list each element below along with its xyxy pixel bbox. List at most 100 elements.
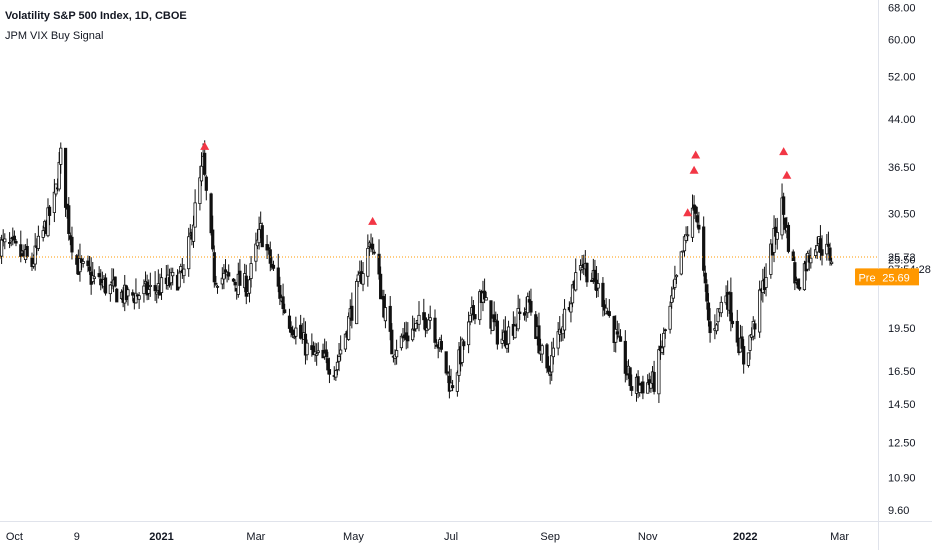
candle-body <box>705 284 709 302</box>
candle-body <box>433 317 437 343</box>
candle <box>537 312 541 355</box>
candle-body <box>412 329 416 331</box>
candle-body <box>339 349 343 355</box>
candle <box>439 334 443 353</box>
candle-body <box>630 386 634 391</box>
candle-body <box>753 323 757 330</box>
candle <box>214 275 218 287</box>
y-tick-label: 12.50 <box>888 437 916 449</box>
candle-body <box>657 349 661 395</box>
premarket-price-box <box>879 268 919 286</box>
candle-body <box>103 277 108 294</box>
candle-body <box>372 251 376 254</box>
candle-body <box>444 351 448 374</box>
buy-signal-marker[interactable] <box>683 208 693 217</box>
candle <box>366 234 370 287</box>
candle-body <box>439 340 443 350</box>
candle-body <box>131 292 135 296</box>
candle-body <box>155 291 159 295</box>
candle-body <box>406 335 410 342</box>
candle <box>830 257 834 266</box>
candle-body <box>495 320 499 345</box>
candle <box>215 284 220 294</box>
buy-signal-marker[interactable] <box>779 147 789 156</box>
candle <box>702 216 706 277</box>
buy-signal-marker[interactable] <box>691 150 701 159</box>
candle-body <box>115 288 119 303</box>
candle-body <box>706 302 711 321</box>
candle <box>260 222 264 248</box>
candle <box>686 226 690 242</box>
candle <box>334 369 338 381</box>
candle <box>70 226 74 260</box>
candle-body <box>702 226 706 271</box>
candle <box>652 360 656 395</box>
candle-body <box>590 279 594 283</box>
candle <box>596 272 600 298</box>
candle-body <box>334 370 338 378</box>
candle <box>798 278 802 291</box>
buy-signal-marker[interactable] <box>200 141 210 150</box>
candle-body <box>826 244 831 247</box>
candle <box>505 344 509 353</box>
x-tick-label: May <box>343 531 364 543</box>
candle <box>574 258 578 292</box>
y-tick-label: 10.90 <box>888 472 916 484</box>
candle-body <box>414 323 418 330</box>
candle-body <box>537 325 541 354</box>
candle-body <box>59 147 63 165</box>
candle <box>462 339 466 350</box>
candle <box>36 225 40 252</box>
x-tick-label: 9 <box>74 531 80 543</box>
candle <box>495 313 499 350</box>
candle-body <box>729 292 733 322</box>
candle-body <box>126 289 130 297</box>
candle <box>271 260 276 271</box>
y-tick-label: 16.50 <box>888 366 916 378</box>
candle-body <box>569 303 573 313</box>
candle-body <box>268 249 272 264</box>
candle <box>641 375 645 400</box>
candle <box>231 278 236 283</box>
candle-body <box>735 321 739 343</box>
candle <box>59 142 63 174</box>
candle <box>428 305 432 329</box>
candle-body <box>815 245 819 253</box>
candle <box>153 271 157 301</box>
candle <box>145 274 149 301</box>
candle-body <box>316 350 320 353</box>
candle-body <box>177 272 181 288</box>
candle-body <box>550 354 554 373</box>
x-tick-label: Nov <box>638 531 658 543</box>
candle-body <box>516 308 520 330</box>
candle <box>316 342 320 355</box>
candle <box>473 314 477 325</box>
candle-body <box>238 270 242 286</box>
candle-body <box>607 311 611 317</box>
candle-body <box>809 257 813 264</box>
candle-body <box>708 321 712 334</box>
candle-body <box>417 314 421 325</box>
candle <box>238 259 242 286</box>
symbol-title[interactable]: Volatility S&P 500 Index, 1D, CBOE <box>5 10 187 22</box>
indicator-name[interactable]: JPM VIX Buy Signal <box>5 30 104 42</box>
candle-body <box>540 345 544 355</box>
candle <box>447 365 451 399</box>
candle-body <box>315 353 319 356</box>
candle <box>249 256 253 288</box>
buy-signal-marker[interactable] <box>782 170 792 179</box>
candle <box>529 288 533 316</box>
candle <box>315 343 319 366</box>
candle-body <box>758 289 762 333</box>
candle-body <box>337 356 341 362</box>
candle <box>222 264 226 290</box>
buy-signal-marker[interactable] <box>368 216 378 225</box>
candle-body <box>215 285 220 288</box>
candle <box>361 261 365 292</box>
candle <box>3 233 7 250</box>
x-tick-label: 2021 <box>149 531 173 543</box>
buy-signal-marker[interactable] <box>689 165 699 174</box>
candle <box>159 268 164 300</box>
candle-body <box>134 292 138 304</box>
